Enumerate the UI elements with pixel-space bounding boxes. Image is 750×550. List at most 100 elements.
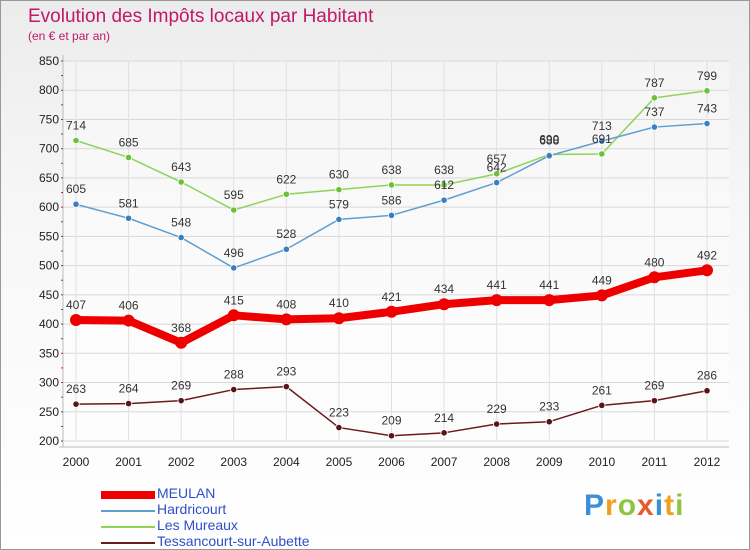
data-label: 638 — [381, 163, 401, 177]
data-point — [595, 289, 608, 302]
data-label: 269 — [171, 379, 191, 393]
data-point — [493, 179, 501, 187]
data-point — [124, 153, 133, 162]
data-label: 713 — [592, 119, 612, 133]
legend-label-meulan: MEULAN — [157, 485, 216, 501]
data-point — [545, 418, 553, 426]
data-point — [282, 383, 290, 391]
data-point — [282, 190, 290, 198]
y-tick-label: 350 — [39, 346, 59, 360]
data-label: 643 — [171, 160, 191, 174]
y-tick-label: 800 — [39, 83, 59, 97]
data-point — [122, 314, 135, 327]
data-label: 638 — [434, 163, 454, 177]
data-point — [70, 313, 82, 326]
data-label: 214 — [434, 411, 454, 425]
y-tick-label: 700 — [39, 142, 59, 156]
data-label: 642 — [487, 161, 507, 175]
data-label: 714 — [66, 119, 86, 133]
data-point — [175, 336, 188, 349]
data-point — [650, 123, 659, 131]
data-label: 229 — [487, 402, 507, 416]
data-point — [177, 233, 185, 242]
data-point — [703, 87, 711, 95]
data-point — [124, 399, 133, 408]
y-tick-label: 550 — [39, 229, 59, 243]
data-label: 288 — [224, 368, 244, 382]
logo-letter: P — [584, 489, 606, 522]
data-point — [387, 181, 396, 189]
data-label: 410 — [329, 296, 349, 310]
legend-swatch-meulan — [101, 491, 155, 499]
data-point — [227, 309, 240, 322]
data-point — [230, 264, 238, 272]
data-label: 743 — [697, 102, 717, 116]
data-label: 605 — [66, 182, 86, 196]
data-label: 528 — [276, 227, 296, 241]
logo-letter: o — [617, 489, 638, 522]
data-label: 421 — [381, 290, 401, 304]
data-label: 657 — [487, 152, 507, 166]
proxiti-logo: Proxiti — [584, 489, 684, 523]
data-point — [440, 196, 448, 204]
y-tick-label: 600 — [39, 200, 59, 214]
data-point — [72, 400, 80, 408]
data-point — [648, 271, 661, 284]
data-label: 261 — [592, 383, 612, 397]
data-point — [280, 313, 293, 326]
data-point — [438, 298, 451, 311]
y-tick-label: 850 — [39, 54, 59, 68]
x-tick-label: 2006 — [378, 455, 405, 469]
data-label: 622 — [276, 172, 296, 186]
data-point — [177, 397, 185, 405]
x-tick-label: 2009 — [536, 455, 563, 469]
data-point — [493, 170, 501, 178]
data-label: 548 — [171, 216, 191, 230]
data-point — [282, 245, 290, 253]
data-label: 293 — [276, 365, 296, 379]
data-point — [387, 211, 396, 219]
data-point — [230, 385, 238, 394]
x-tick-label: 2007 — [431, 455, 458, 469]
y-tick-label: 500 — [39, 259, 59, 273]
data-point — [387, 432, 396, 440]
data-point — [177, 178, 185, 186]
data-point — [703, 387, 711, 395]
data-label: 209 — [381, 414, 401, 428]
data-point — [335, 186, 343, 194]
x-tick-label: 2010 — [588, 455, 615, 469]
data-point — [650, 397, 659, 405]
data-point — [335, 423, 343, 432]
data-label: 595 — [224, 188, 244, 202]
data-point — [335, 215, 343, 224]
data-label: 407 — [66, 298, 86, 312]
data-label: 480 — [644, 255, 664, 269]
x-tick-label: 2012 — [694, 455, 721, 469]
y-tick-label: 250 — [39, 405, 59, 419]
y-tick-label: 400 — [39, 317, 59, 331]
data-point — [230, 206, 238, 214]
data-label: 612 — [434, 178, 454, 192]
y-tick-label: 750 — [39, 112, 59, 126]
chart-subtitle: (en € et par an) — [28, 29, 111, 43]
legend-label-les-mureaux: Les Mureaux — [157, 517, 238, 533]
data-label: 685 — [119, 135, 139, 149]
data-point — [332, 312, 345, 325]
logo-letter: t — [664, 489, 676, 522]
data-point — [72, 136, 80, 145]
legend-swatch-hardricourt — [101, 510, 155, 512]
data-point — [598, 137, 606, 145]
data-point — [703, 119, 711, 128]
plot-area — [63, 61, 729, 441]
data-point — [493, 420, 501, 428]
data-label: 233 — [539, 400, 559, 414]
data-point — [543, 294, 556, 307]
legend-label-tessancourt: Tessancourt-sur-Aubette — [157, 533, 310, 549]
data-label: 579 — [329, 197, 349, 211]
logo-letter: i — [654, 489, 665, 522]
x-tick-label: 2003 — [220, 455, 247, 469]
x-tick-label: 2004 — [273, 455, 300, 469]
x-tick-label: 2008 — [483, 455, 510, 469]
